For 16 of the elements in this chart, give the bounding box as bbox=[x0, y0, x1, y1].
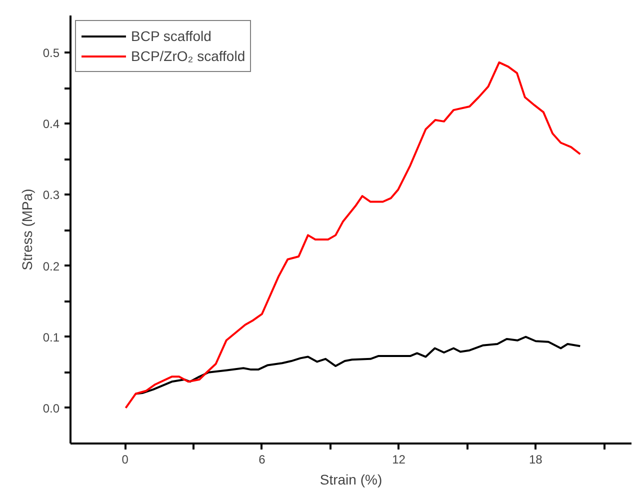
y-tick-label: 0.2 bbox=[42, 259, 60, 274]
line-series bbox=[134, 336, 582, 395]
x-tick-label: 18 bbox=[529, 452, 543, 466]
x-tick-label: 6 bbox=[258, 452, 266, 466]
y-axis-title: Stress (MPa) bbox=[18, 188, 35, 270]
x-tick-label: 12 bbox=[392, 452, 406, 466]
line-series bbox=[124, 61, 582, 409]
y-tick-label: 0.1 bbox=[42, 330, 60, 344]
x-axis-title: Strain (%) bbox=[320, 472, 382, 488]
legend-label: BCP/ZrO₂ scaffold bbox=[131, 48, 246, 64]
y-tick-label: 0.0 bbox=[42, 401, 60, 416]
y-tick-label: 0.3 bbox=[42, 188, 60, 202]
legend-label: BCP scaffold bbox=[131, 28, 212, 44]
x-tick-label: 0 bbox=[122, 452, 129, 466]
y-tick-label: 0.4 bbox=[42, 117, 60, 132]
y-tick-label: 0.5 bbox=[42, 46, 60, 60]
